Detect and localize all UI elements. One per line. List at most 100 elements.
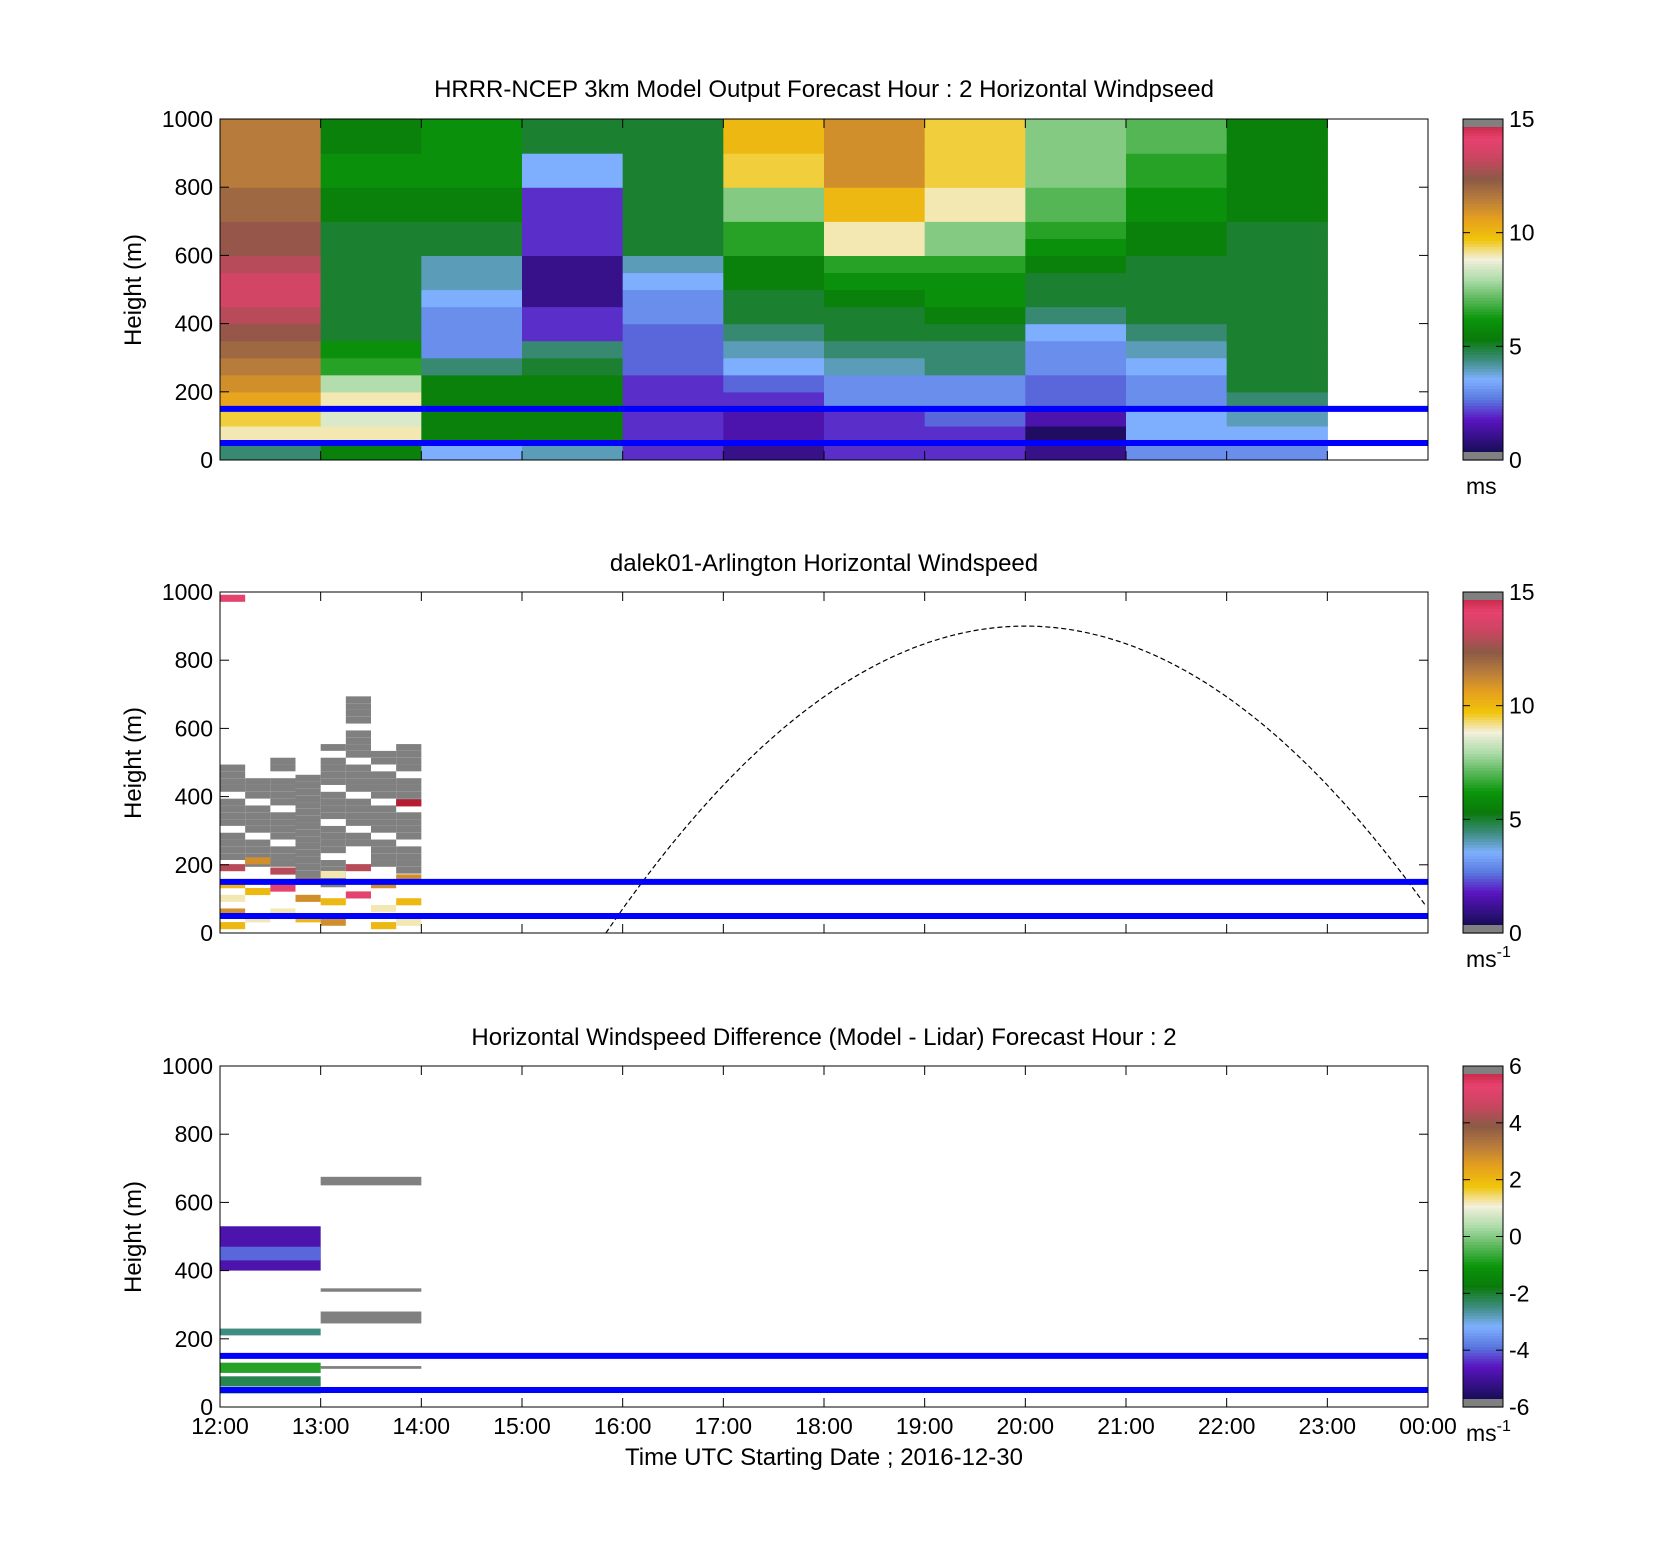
colorbar-segment [1463,306,1503,310]
colorbar-segment [1463,654,1503,658]
heat-cell [220,357,322,376]
heat-cell [622,119,724,137]
lidar-missing-cell [245,805,271,813]
colorbar-segment [1463,1273,1503,1277]
heat-cell [220,204,322,222]
heat-cell [421,255,523,274]
colorbar-segment [1463,626,1503,630]
colorbar-segment [1463,144,1503,149]
lidar-cell [220,594,246,602]
colorbar-segment [1463,776,1503,781]
lidar-cell [270,867,296,875]
colorbar-segment [1463,1091,1503,1096]
heat-cell [1126,204,1228,222]
lidar-missing-cell [320,764,346,772]
heat-cell [522,425,624,444]
heat-cell [1126,289,1228,308]
y-tick-label: 0 [200,1394,213,1420]
lidar-missing-cell [396,866,422,874]
colorbar-tick-label: -4 [1509,1337,1530,1363]
heat-cell [220,306,322,325]
heat-cell [522,221,624,239]
heat-cell [1025,136,1127,154]
heat-cell [320,119,422,137]
heat-cell [824,425,926,444]
colorbar-segment [1463,1074,1503,1078]
colorbar-segment [1463,320,1503,325]
heat-cell [723,357,825,376]
colorbar-segment [1463,833,1503,837]
colorbar-segment [1463,1122,1503,1127]
heat-cell [421,391,523,410]
colorbar-segment [1463,739,1503,744]
colorbar-segment [1463,363,1503,367]
x-tick-label: 18:00 [795,1413,853,1439]
colorbar-segment [1463,896,1503,900]
colorbar-segment [1463,431,1503,436]
colorbar-segment [1463,918,1503,923]
heat-cell [522,255,624,274]
x-tick-label: 12:00 [191,1413,249,1439]
colorbar-segment [1463,286,1503,291]
heat-cell [1126,170,1228,188]
colorbar-segment [1463,161,1503,166]
colorbar-segment [1463,181,1503,185]
colorbar-segment [1463,178,1503,183]
lidar-missing-cell [345,798,371,806]
colorbar-segment [1463,1100,1503,1104]
heat-cell [1226,136,1328,154]
heat-cell [924,136,1026,154]
heat-cell [924,221,1026,239]
lidar-missing-cell [295,829,321,837]
lidar-missing-cell [295,863,321,871]
colorbar-segment [1463,651,1503,656]
heat-cell [924,425,1026,444]
heat-cell [320,357,422,376]
heat-cell [1126,221,1228,239]
heat-cell [622,425,724,444]
colorbar-segment [1463,873,1503,877]
colorbar-cap [1463,1066,1503,1074]
colorbar-segment [1463,1247,1503,1252]
lidar-cell [396,918,422,926]
colorbar-segment [1463,1196,1503,1201]
colorbar-segment [1463,1284,1503,1289]
heat-cell [320,408,422,427]
heat-cell [924,153,1026,171]
heat-cell [1126,136,1228,154]
heat-cell [320,323,422,342]
heat-cell [824,153,926,171]
colorbar-segment [1463,634,1503,639]
colorbar-segment [1463,397,1503,401]
colorbar-segment [1463,388,1503,393]
x-tick-label: 22:00 [1198,1413,1256,1439]
lidar-missing-cell [396,757,422,765]
lidar-missing-cell [345,785,371,792]
lidar-missing-cell [396,825,422,833]
colorbar-segment [1463,810,1503,815]
heat-cell [723,340,825,359]
colorbar-cap [1463,119,1503,127]
colorbar-segment [1463,303,1503,308]
colorbar-segment [1463,1193,1503,1198]
lidar-missing-cell [371,805,397,813]
heat-cell [421,238,523,256]
colorbar-segment [1463,408,1503,413]
colorbar-segment [1463,437,1503,441]
colorbar-segment [1463,802,1503,806]
lidar-missing-cell [245,812,271,820]
colorbar-unit-sup: -1 [1497,944,1511,961]
colorbar-tick-label: 0 [1509,447,1522,473]
colorbar-segment [1463,1327,1503,1331]
heat-cell [723,425,825,444]
colorbar-segment [1463,153,1503,157]
lidar-missing-cell [270,832,296,840]
colorbar-segment [1463,631,1503,636]
heat-cell [824,408,926,427]
colorbar-segment [1463,890,1503,894]
colorbar-segment [1463,1080,1503,1084]
colorbar-tick-label: 2 [1509,1167,1522,1193]
colorbar-segment [1463,289,1503,293]
heat-cell [622,391,724,410]
